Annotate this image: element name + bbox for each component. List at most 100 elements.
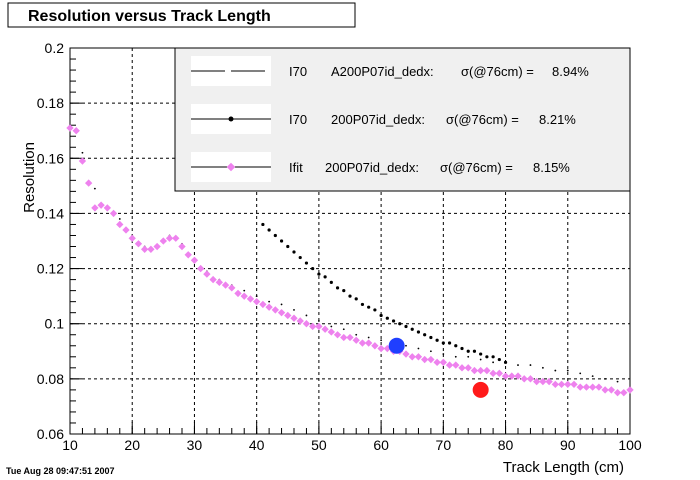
data-point (472, 381, 489, 398)
data-point (342, 289, 346, 293)
data-point (252, 297, 261, 306)
data-point (284, 311, 292, 320)
data-point (591, 375, 594, 377)
data-point (261, 222, 265, 227)
data-point (398, 322, 402, 326)
data-point (485, 355, 489, 359)
data-point (286, 244, 290, 249)
data-point (576, 383, 584, 391)
data-point (414, 353, 423, 361)
x-tick-label: 70 (436, 437, 452, 453)
data-point (404, 324, 408, 329)
data-point (613, 388, 622, 397)
data-point (234, 289, 242, 298)
data-point (240, 292, 248, 300)
data-point (601, 386, 609, 394)
series-layer (66, 124, 634, 398)
data-point (582, 383, 591, 391)
series-2 (66, 124, 634, 397)
y-tick-label: 0.14 (37, 205, 64, 221)
data-point (454, 355, 457, 358)
legend-detail-1: 200P07id_dedx: (331, 112, 425, 127)
legend-marker-2 (226, 162, 236, 172)
data-point (329, 280, 333, 284)
data-point (221, 281, 230, 289)
data-point (118, 218, 121, 220)
data-point (570, 380, 578, 389)
data-point (342, 328, 345, 331)
data-point (290, 314, 298, 322)
data-point (492, 361, 495, 364)
data-point (296, 317, 304, 325)
data-point (402, 350, 410, 358)
data-point (311, 266, 315, 271)
data-point (616, 380, 619, 383)
x-tick-label: 100 (618, 437, 642, 453)
data-point (317, 272, 321, 276)
data-point (472, 349, 477, 353)
data-point (441, 341, 445, 345)
data-point (93, 187, 96, 190)
data-point (566, 369, 569, 372)
data-point (503, 360, 508, 364)
data-point (273, 233, 277, 238)
data-point (380, 339, 383, 342)
data-point (243, 289, 246, 292)
data-point (354, 297, 358, 301)
data-point (416, 330, 421, 334)
y-axis-title: Resolution (21, 142, 38, 213)
data-point (165, 234, 174, 242)
data-point (620, 388, 628, 397)
legend-sigma-label-2: σ(@76cm) = (440, 160, 513, 175)
data-point (335, 286, 340, 290)
data-point (379, 313, 383, 318)
data-point (604, 377, 607, 380)
data-point (466, 349, 470, 353)
legend-sigma-value-1: 8.21% (539, 112, 576, 127)
data-point (447, 341, 452, 345)
data-point (420, 355, 429, 364)
data-point (358, 339, 367, 347)
data-point (128, 234, 136, 242)
data-point (209, 275, 217, 284)
x-tick-label: 40 (249, 437, 265, 453)
data-point (551, 380, 560, 389)
data-point (109, 209, 118, 218)
data-point (190, 256, 199, 264)
data-point (116, 220, 124, 229)
data-point (134, 240, 143, 248)
data-point (423, 333, 427, 337)
data-point (433, 358, 441, 366)
data-point (532, 377, 541, 386)
data-point (526, 375, 535, 383)
data-point (302, 320, 311, 328)
y-tick-label: 0.12 (37, 261, 64, 277)
data-point (501, 372, 510, 380)
data-point (279, 239, 284, 243)
data-point (196, 264, 205, 273)
data-point (304, 261, 309, 265)
data-point (267, 228, 271, 232)
legend: I70 A200P07id_dedx: σ(@76cm) = 8.94% I70… (174, 47, 631, 192)
data-point (388, 337, 405, 354)
data-point (228, 284, 236, 292)
data-point (476, 366, 485, 375)
y-tick-label: 0.2 (45, 40, 65, 56)
data-point (529, 364, 532, 366)
data-point (557, 380, 566, 389)
data-point (377, 344, 385, 353)
data-point (452, 361, 460, 369)
data-point (317, 320, 320, 322)
data-point (84, 179, 93, 187)
data-point (520, 375, 528, 383)
chart-title: Resolution versus Track Length (28, 8, 271, 25)
data-point (417, 347, 420, 350)
series-1 (261, 222, 508, 364)
x-tick-label: 30 (187, 437, 203, 453)
data-point (327, 328, 336, 336)
data-point (255, 295, 258, 298)
legend-label-1: I70 (289, 112, 307, 127)
data-point (298, 255, 302, 260)
data-point (367, 336, 370, 339)
